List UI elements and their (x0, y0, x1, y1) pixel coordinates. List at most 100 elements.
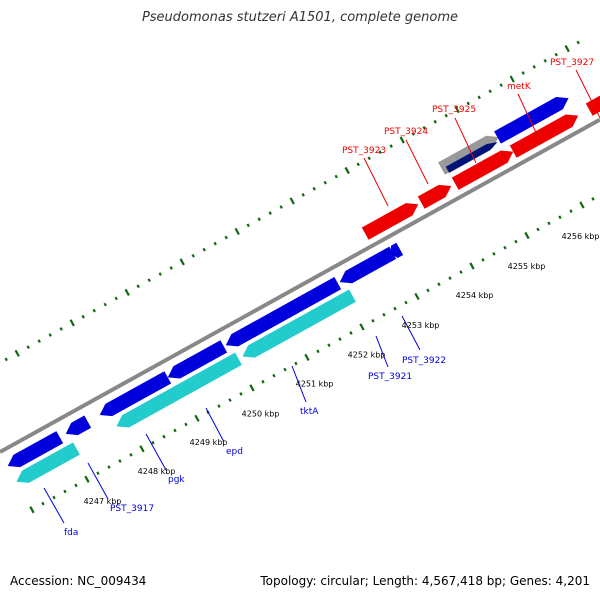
accession-text: Accession: NC_009434 (10, 574, 147, 588)
outer-tick (26, 345, 30, 350)
inner-tick (481, 258, 485, 262)
outer-tick (169, 266, 173, 270)
outer-tick (124, 288, 130, 296)
outer-tick (344, 166, 350, 175)
inner-tick (272, 373, 276, 378)
inner-tick (503, 245, 507, 250)
kbp-label: 4249 kbp (190, 438, 228, 447)
outer-tick (433, 119, 437, 124)
inner-tick (569, 209, 573, 213)
genome-meta-text: Topology: circular; Length: 4,567,418 bp… (260, 574, 590, 588)
forward-leader (517, 93, 539, 138)
inner-tick (84, 475, 90, 483)
inner-tick (404, 300, 408, 305)
inner-tick (469, 262, 475, 270)
reverse-gene-label: epd (226, 447, 243, 457)
gene-metk (509, 114, 579, 158)
kbp-label: 4250 kbp (242, 409, 280, 418)
inner-tick (107, 465, 111, 469)
gene-fda (7, 431, 64, 468)
outer-tick (454, 105, 460, 114)
inner-tick (536, 227, 540, 232)
inner-tick (228, 398, 232, 402)
label-leader-lines (43, 69, 600, 524)
outer-tick (334, 174, 338, 179)
inner-tick (283, 367, 287, 372)
reverse-leader (375, 335, 389, 368)
gene-pst-3924 (417, 184, 452, 209)
reverse-leader (43, 487, 65, 524)
kbp-label: 4255 kbp (508, 262, 546, 271)
reverse-gene-label: PST_3917 (110, 504, 154, 514)
outer-tick (399, 136, 405, 144)
gene-epd (167, 340, 228, 379)
outer-tick (103, 302, 107, 307)
outer-tick (81, 314, 85, 319)
outer-tick (389, 144, 393, 148)
gene-pst-3917 (65, 415, 92, 436)
inner-tick (129, 453, 133, 457)
outer-tick (444, 113, 448, 118)
outer-tick (114, 296, 118, 301)
outer-tick (59, 327, 63, 331)
reverse-gene-label: PST_3922 (402, 356, 446, 366)
outer-tick (147, 278, 151, 283)
reverse-gene-label: PST_3921 (368, 372, 412, 382)
outer-tick (234, 227, 240, 236)
kbp-scale-labels: 4247 kbp 4248 kbp 4249 kbp 4250 kbp 4251 kbp… (84, 232, 600, 506)
forward-gene-label: PST_3925 (432, 105, 476, 115)
forward-leader (575, 69, 600, 119)
outer-tick (37, 339, 41, 343)
inner-tick (239, 392, 243, 396)
inner-tick (459, 270, 463, 274)
outer-tick (488, 89, 492, 94)
inner-tick (448, 276, 452, 281)
cds-fda (16, 442, 80, 483)
outer-tick (4, 357, 8, 362)
kbp-label: 4253 kbp (402, 321, 440, 330)
reverse-gene-label: pgk (168, 475, 185, 485)
genome-backbone (0, 117, 600, 454)
inner-tick (382, 312, 386, 317)
reverse-gene-label: fda (64, 528, 78, 538)
gene-pst-3923 (361, 203, 419, 240)
gene-tkta (225, 277, 342, 347)
inner-tick (558, 215, 562, 220)
inner-tick (414, 292, 420, 301)
outer-tick (279, 205, 283, 209)
outer-tick (268, 211, 272, 215)
forward-gene-label: PST_3927 (550, 58, 594, 68)
outer-tick (509, 75, 515, 83)
inner-tick (96, 471, 100, 476)
map-title: Pseudomonas stutzeri A1501, complete gen… (141, 10, 459, 25)
gene-pst-3921 (339, 246, 397, 284)
kbp-label: 4256 kbp (562, 232, 600, 241)
outer-tick (136, 284, 140, 289)
inner-tick (294, 361, 298, 366)
gene-pgk (99, 371, 172, 417)
outer-tick (499, 83, 503, 88)
outer-tick (521, 71, 525, 75)
inner-tick (371, 318, 375, 323)
inner-tick (524, 231, 530, 240)
inner-tick (327, 343, 331, 348)
inner-tick (118, 459, 122, 463)
outer-tick (224, 235, 228, 240)
kbp-label: 4252 kbp (348, 351, 386, 360)
inner-tick (426, 288, 430, 293)
inner-tick (162, 434, 166, 439)
inner-tick (74, 483, 78, 488)
outer-tick (532, 65, 536, 69)
reverse-leader (205, 407, 225, 443)
reverse-gene-label: tktA (300, 407, 319, 417)
backbone-line (0, 117, 600, 454)
inner-tick (217, 404, 221, 408)
kbp-label: 4248 kbp (138, 467, 176, 476)
inner-tick (151, 440, 155, 445)
inner-tick (437, 282, 441, 287)
outer-tick (213, 241, 217, 246)
forward-gene-label: metK (507, 82, 532, 92)
inner-tick (139, 445, 145, 453)
inner-tick (29, 506, 35, 514)
